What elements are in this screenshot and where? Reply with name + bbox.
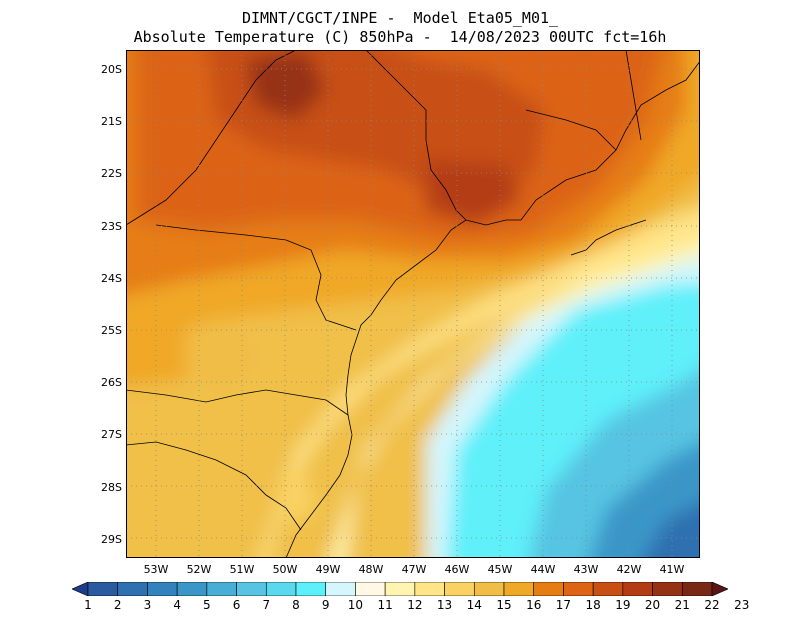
lon-label: 53W: [143, 563, 169, 576]
lon-label: 41W: [659, 563, 685, 576]
lon-label: 46W: [444, 563, 470, 576]
colorbar-swatch: [681, 582, 713, 596]
colorbar-label: 4: [173, 598, 181, 612]
colorbar-swatch: [87, 582, 119, 596]
colorbar-swatch: [295, 582, 327, 596]
map-title-line2: Absolute Temperature (C) 850hPa - 14/08/…: [133, 28, 667, 46]
colorbar-swatch: [652, 582, 683, 596]
colorbar-swatch: [414, 582, 445, 596]
lon-label: 52W: [186, 563, 212, 576]
colorbar-swatch: [265, 582, 297, 596]
lon-label: 48W: [358, 563, 384, 576]
coastline-borders: [126, 50, 700, 558]
colorbar-label: 22: [704, 598, 720, 612]
colorbar-label: 19: [615, 598, 631, 612]
lat-label: 23S: [101, 220, 122, 233]
temperature-field: [126, 50, 700, 558]
lat-label: 21S: [101, 115, 122, 128]
lat-label: 24S: [101, 272, 122, 285]
lon-label: 49W: [315, 563, 341, 576]
colorbar-label: 7: [262, 598, 271, 612]
colorbar-label: 13: [436, 598, 453, 612]
colorbar-swatch: [473, 582, 505, 596]
map-title-line1: DIMNT/CGCT/INPE - Model Eta05_M01_: [241, 9, 559, 27]
colorbar-swatch: [592, 582, 624, 596]
colorbar-label: 3: [143, 598, 152, 612]
graticule: [126, 50, 700, 558]
colorbar-label: 18: [585, 598, 601, 612]
lat-label: 20S: [101, 63, 122, 76]
colorbar-label: 20: [644, 598, 661, 612]
colorbar-label: 15: [496, 598, 512, 612]
lat-label: 25S: [101, 324, 122, 337]
colorbar-swatch: [236, 582, 267, 596]
lon-label: 51W: [229, 563, 255, 576]
colorbar-swatch: [503, 582, 535, 596]
colorbar-swatch: [622, 582, 653, 596]
lat-label: 29S: [101, 533, 122, 546]
lat-label: 26S: [101, 376, 122, 389]
lat-label: 22S: [101, 167, 122, 180]
colorbar-swatch: [176, 582, 208, 596]
colorbar-label: 21: [674, 598, 690, 612]
colorbar-label: 12: [407, 598, 423, 612]
lon-label: 43W: [573, 563, 599, 576]
lon-label: 42W: [616, 563, 642, 576]
colorbar-swatch: [325, 582, 356, 596]
colorbar-swatch: [533, 582, 564, 596]
colorbar-label: 9: [321, 598, 330, 612]
colorbar-label: 1: [84, 598, 92, 612]
colorbar-swatch: [206, 582, 237, 596]
colorbar-swatch: [117, 582, 148, 596]
colorbar-label: 23: [734, 598, 750, 612]
colorbar-arrow-low: [72, 582, 89, 596]
colorbar-label: 14: [466, 598, 482, 612]
lon-label: 47W: [401, 563, 427, 576]
colorbar-swatch: [384, 582, 416, 596]
colorbar-swatch: [444, 582, 475, 596]
colorbar-label: 8: [292, 598, 300, 612]
map-frame: [126, 50, 700, 558]
colorbar-swatch: [147, 582, 178, 596]
colorbar-swatch: [355, 582, 386, 596]
colorbar: [72, 582, 728, 596]
lat-label: 28S: [101, 481, 122, 494]
colorbar-label: 11: [377, 598, 393, 612]
colorbar-label: 6: [232, 598, 241, 612]
lon-label: 50W: [272, 563, 298, 576]
temperature-map: [126, 50, 700, 558]
lon-label: 44W: [530, 563, 556, 576]
lon-label: 45W: [487, 563, 513, 576]
colorbar-label: 2: [113, 598, 122, 612]
colorbar-label: 17: [555, 598, 572, 612]
colorbar-label: 16: [526, 598, 542, 612]
colorbar-label: 5: [203, 598, 211, 612]
colorbar-arrow-high: [711, 582, 728, 596]
colorbar-label: 10: [347, 598, 364, 612]
lat-label: 27S: [101, 428, 122, 441]
colorbar-swatch: [563, 582, 594, 596]
